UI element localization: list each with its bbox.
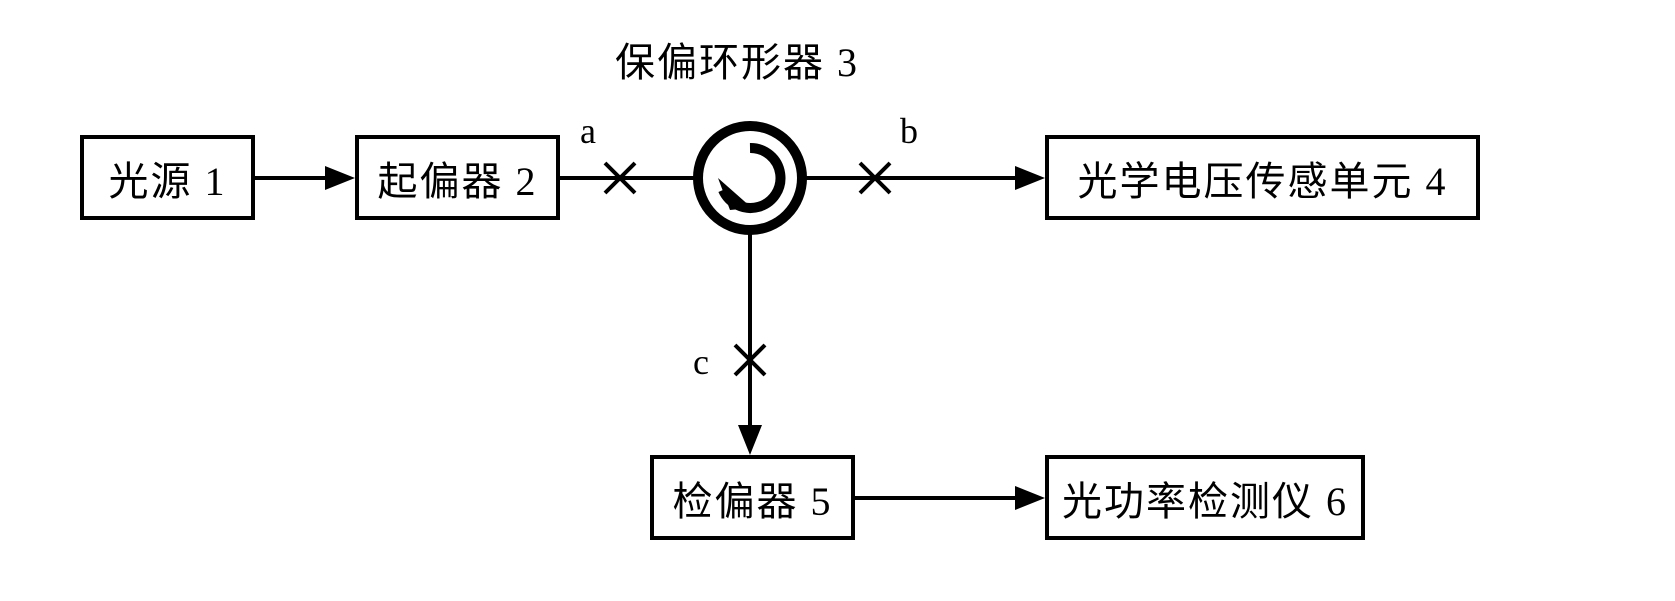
node-sensing-unit: 光学电压传感单元 4 [1045, 135, 1480, 220]
circulator-icon [698, 126, 802, 230]
node-label: 光学电压传感单元 4 [1078, 149, 1448, 207]
node-light-source: 光源 1 [80, 135, 255, 220]
diagram-canvas: 光源 1 起偏器 2 光学电压传感单元 4 检偏器 5 光功率检测仪 6 保偏环… [0, 0, 1675, 601]
node-label: 光源 1 [109, 149, 227, 207]
node-label: 起偏器 2 [378, 149, 538, 207]
port-label-c: c [693, 341, 709, 383]
node-polarizer: 起偏器 2 [355, 135, 560, 220]
port-label-a: a [580, 110, 596, 152]
node-label: 检偏器 5 [673, 469, 833, 527]
port-label-b: b [900, 110, 918, 152]
node-analyzer: 检偏器 5 [650, 455, 855, 540]
node-power-meter: 光功率检测仪 6 [1045, 455, 1365, 540]
node-label: 光功率检测仪 6 [1062, 469, 1348, 527]
circulator-title: 保偏环形器 3 [615, 30, 859, 88]
